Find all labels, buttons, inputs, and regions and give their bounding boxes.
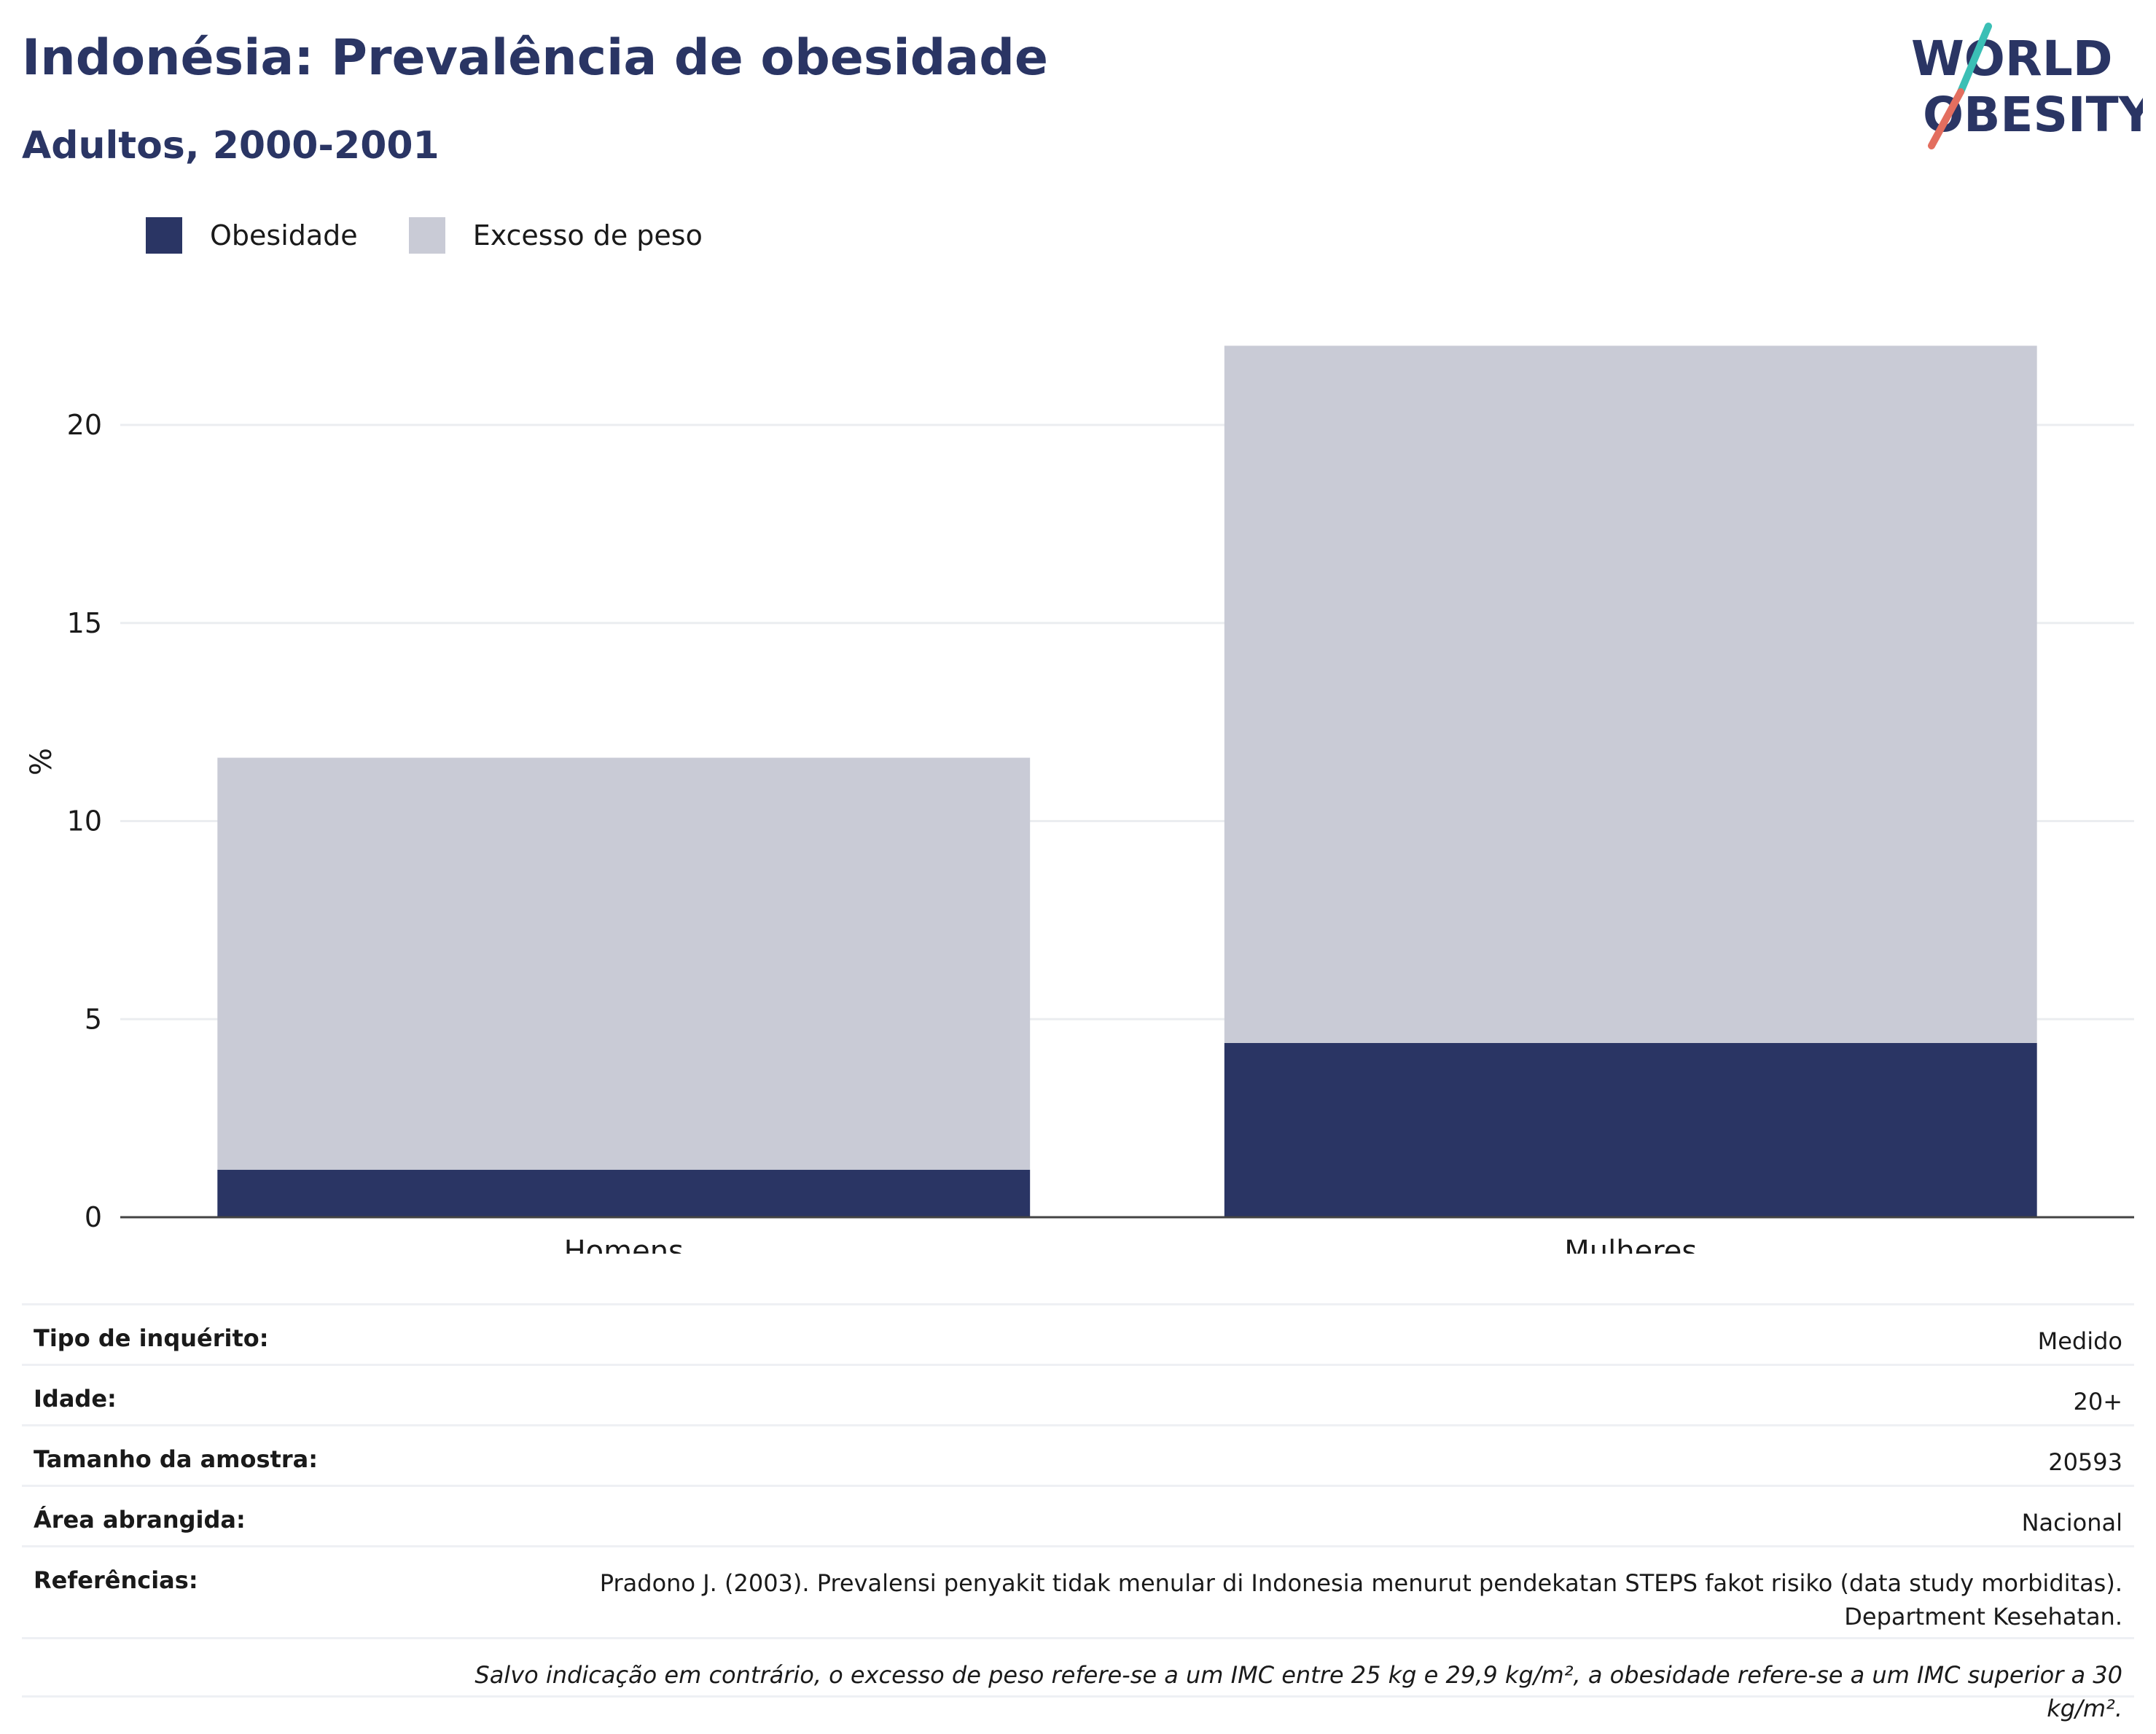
legend-swatch-overweight — [408, 217, 445, 254]
info-value-age: 20+ — [2073, 1388, 2122, 1415]
info-row-references: Referências: Pradono J. (2003). Prevalen… — [22, 1545, 2134, 1637]
y-tick-label: 5 — [85, 1003, 102, 1035]
info-label-references: Referências: — [34, 1566, 198, 1594]
info-label-survey-type: Tipo de inquérito: — [34, 1324, 269, 1352]
reference-line-1: Pradono J. (2003). Prevalensi penyakit t… — [599, 1569, 2122, 1597]
y-tick-label: 15 — [67, 607, 102, 639]
bar-chart: 0 5 10 15 20% Homens Mulheres — [25, 345, 2134, 1254]
info-label-age: Idade: — [34, 1385, 117, 1413]
footnote-text: Salvo indicação em contrário, o excesso … — [474, 1661, 2122, 1722]
y-axis-label: % — [25, 748, 58, 776]
y-tick-label: 20 — [67, 409, 102, 441]
legend-swatch-obesity — [146, 217, 182, 254]
y-tick-label: 0 — [85, 1201, 102, 1233]
world-obesity-logo: WORLD OBESITY — [1911, 23, 2143, 149]
info-row-age: Idade: 20+ — [22, 1364, 2134, 1424]
survey-info-table: Tipo de inquérito: Medido Idade: 20+ Tam… — [22, 1303, 2134, 1722]
reference-line-2: Department Kesehatan. — [1844, 1603, 2122, 1630]
x-tick-label: Mulheres — [1564, 1235, 1697, 1254]
legend-item-obesity[interactable]: Obesidade — [146, 217, 358, 254]
info-row-survey-type: Tipo de inquérito: Medido — [22, 1303, 2134, 1364]
logo-text-world: WORLD — [1911, 31, 2113, 87]
y-tick-label: 10 — [67, 805, 102, 837]
bar-obesity-homens — [217, 1169, 1031, 1217]
info-row-footnote: Salvo indicação em contrário, o excesso … — [22, 1637, 2134, 1722]
info-value-references: Pradono J. (2003). Prevalensi penyakit t… — [600, 1566, 2122, 1633]
legend-label-overweight: Excesso de peso — [472, 219, 703, 251]
bar-obesity-mulheres — [1224, 1042, 2037, 1217]
info-label-sample-size: Tamanho da amostra: — [34, 1445, 318, 1473]
info-value-survey-type: Medido — [2037, 1327, 2122, 1355]
logo-slash-teal — [1957, 23, 1992, 95]
info-value-sample-size: 20593 — [2048, 1448, 2122, 1476]
page-subtitle: Adultos, 2000-2001 — [22, 124, 440, 168]
page-title: Indonésia: Prevalência de obesidade — [22, 29, 1049, 87]
info-row-area: Área abrangida: Nacional — [22, 1485, 2134, 1545]
chart-legend: Obesidade Excesso de peso — [146, 217, 754, 254]
logo-slash-coral — [1928, 88, 1964, 149]
info-label-area: Área abrangida: — [34, 1506, 246, 1534]
legend-item-overweight[interactable]: Excesso de peso — [408, 217, 703, 254]
x-tick-label: Homens — [564, 1235, 684, 1254]
info-row-sample-size: Tamanho da amostra: 20593 — [22, 1424, 2134, 1485]
legend-label-obesity: Obesidade — [210, 219, 358, 251]
bar-overweight-homens — [217, 757, 1031, 1170]
info-value-area: Nacional — [2021, 1509, 2122, 1536]
bar-overweight-mulheres — [1224, 345, 2037, 1043]
